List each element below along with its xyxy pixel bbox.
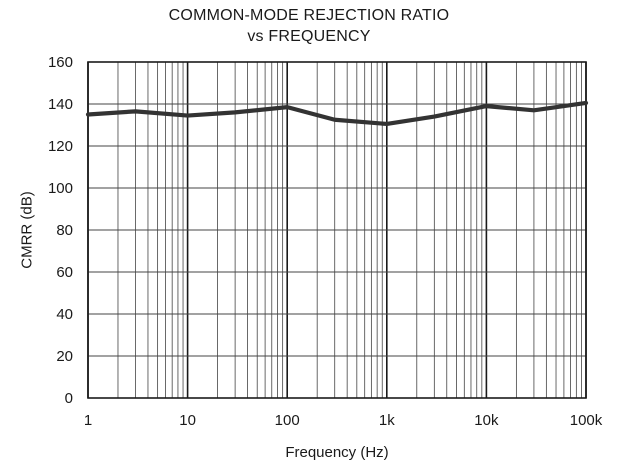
x-tick-label: 1 [84, 412, 92, 429]
y-tick-label: 120 [48, 138, 73, 155]
x-axis-ticks: 1 10 100 1k 10k 100k [84, 412, 603, 429]
x-tick-label: 10 [179, 412, 196, 429]
series-layer [85, 100, 589, 127]
series-line-cmrr [85, 100, 589, 127]
x-tick-label: 1k [379, 412, 395, 429]
chart-subtitle: vs FREQUENCY [247, 28, 371, 45]
y-tick-label: 20 [56, 348, 73, 365]
y-tick-label: 0 [65, 390, 73, 407]
x-tick-label: 10k [474, 412, 499, 429]
y-tick-label: 140 [48, 96, 73, 113]
x-tick-label: 100 [275, 412, 300, 429]
y-tick-label: 40 [56, 306, 73, 323]
plot-area-frame [87, 61, 587, 399]
y-tick-label: 60 [56, 264, 73, 281]
y-axis-ticks: 0 20 40 60 80 100 120 140 160 [48, 54, 73, 407]
x-axis-label: Frequency (Hz) [285, 444, 388, 461]
y-tick-label: 100 [48, 180, 73, 197]
chart-title: COMMON-MODE REJECTION RATIO [168, 7, 450, 24]
y-tick-label: 80 [56, 222, 73, 239]
y-tick-label: 160 [48, 54, 73, 71]
x-tick-label: 100k [570, 412, 603, 429]
y-axis-label: CMRR (dB) [18, 191, 35, 269]
